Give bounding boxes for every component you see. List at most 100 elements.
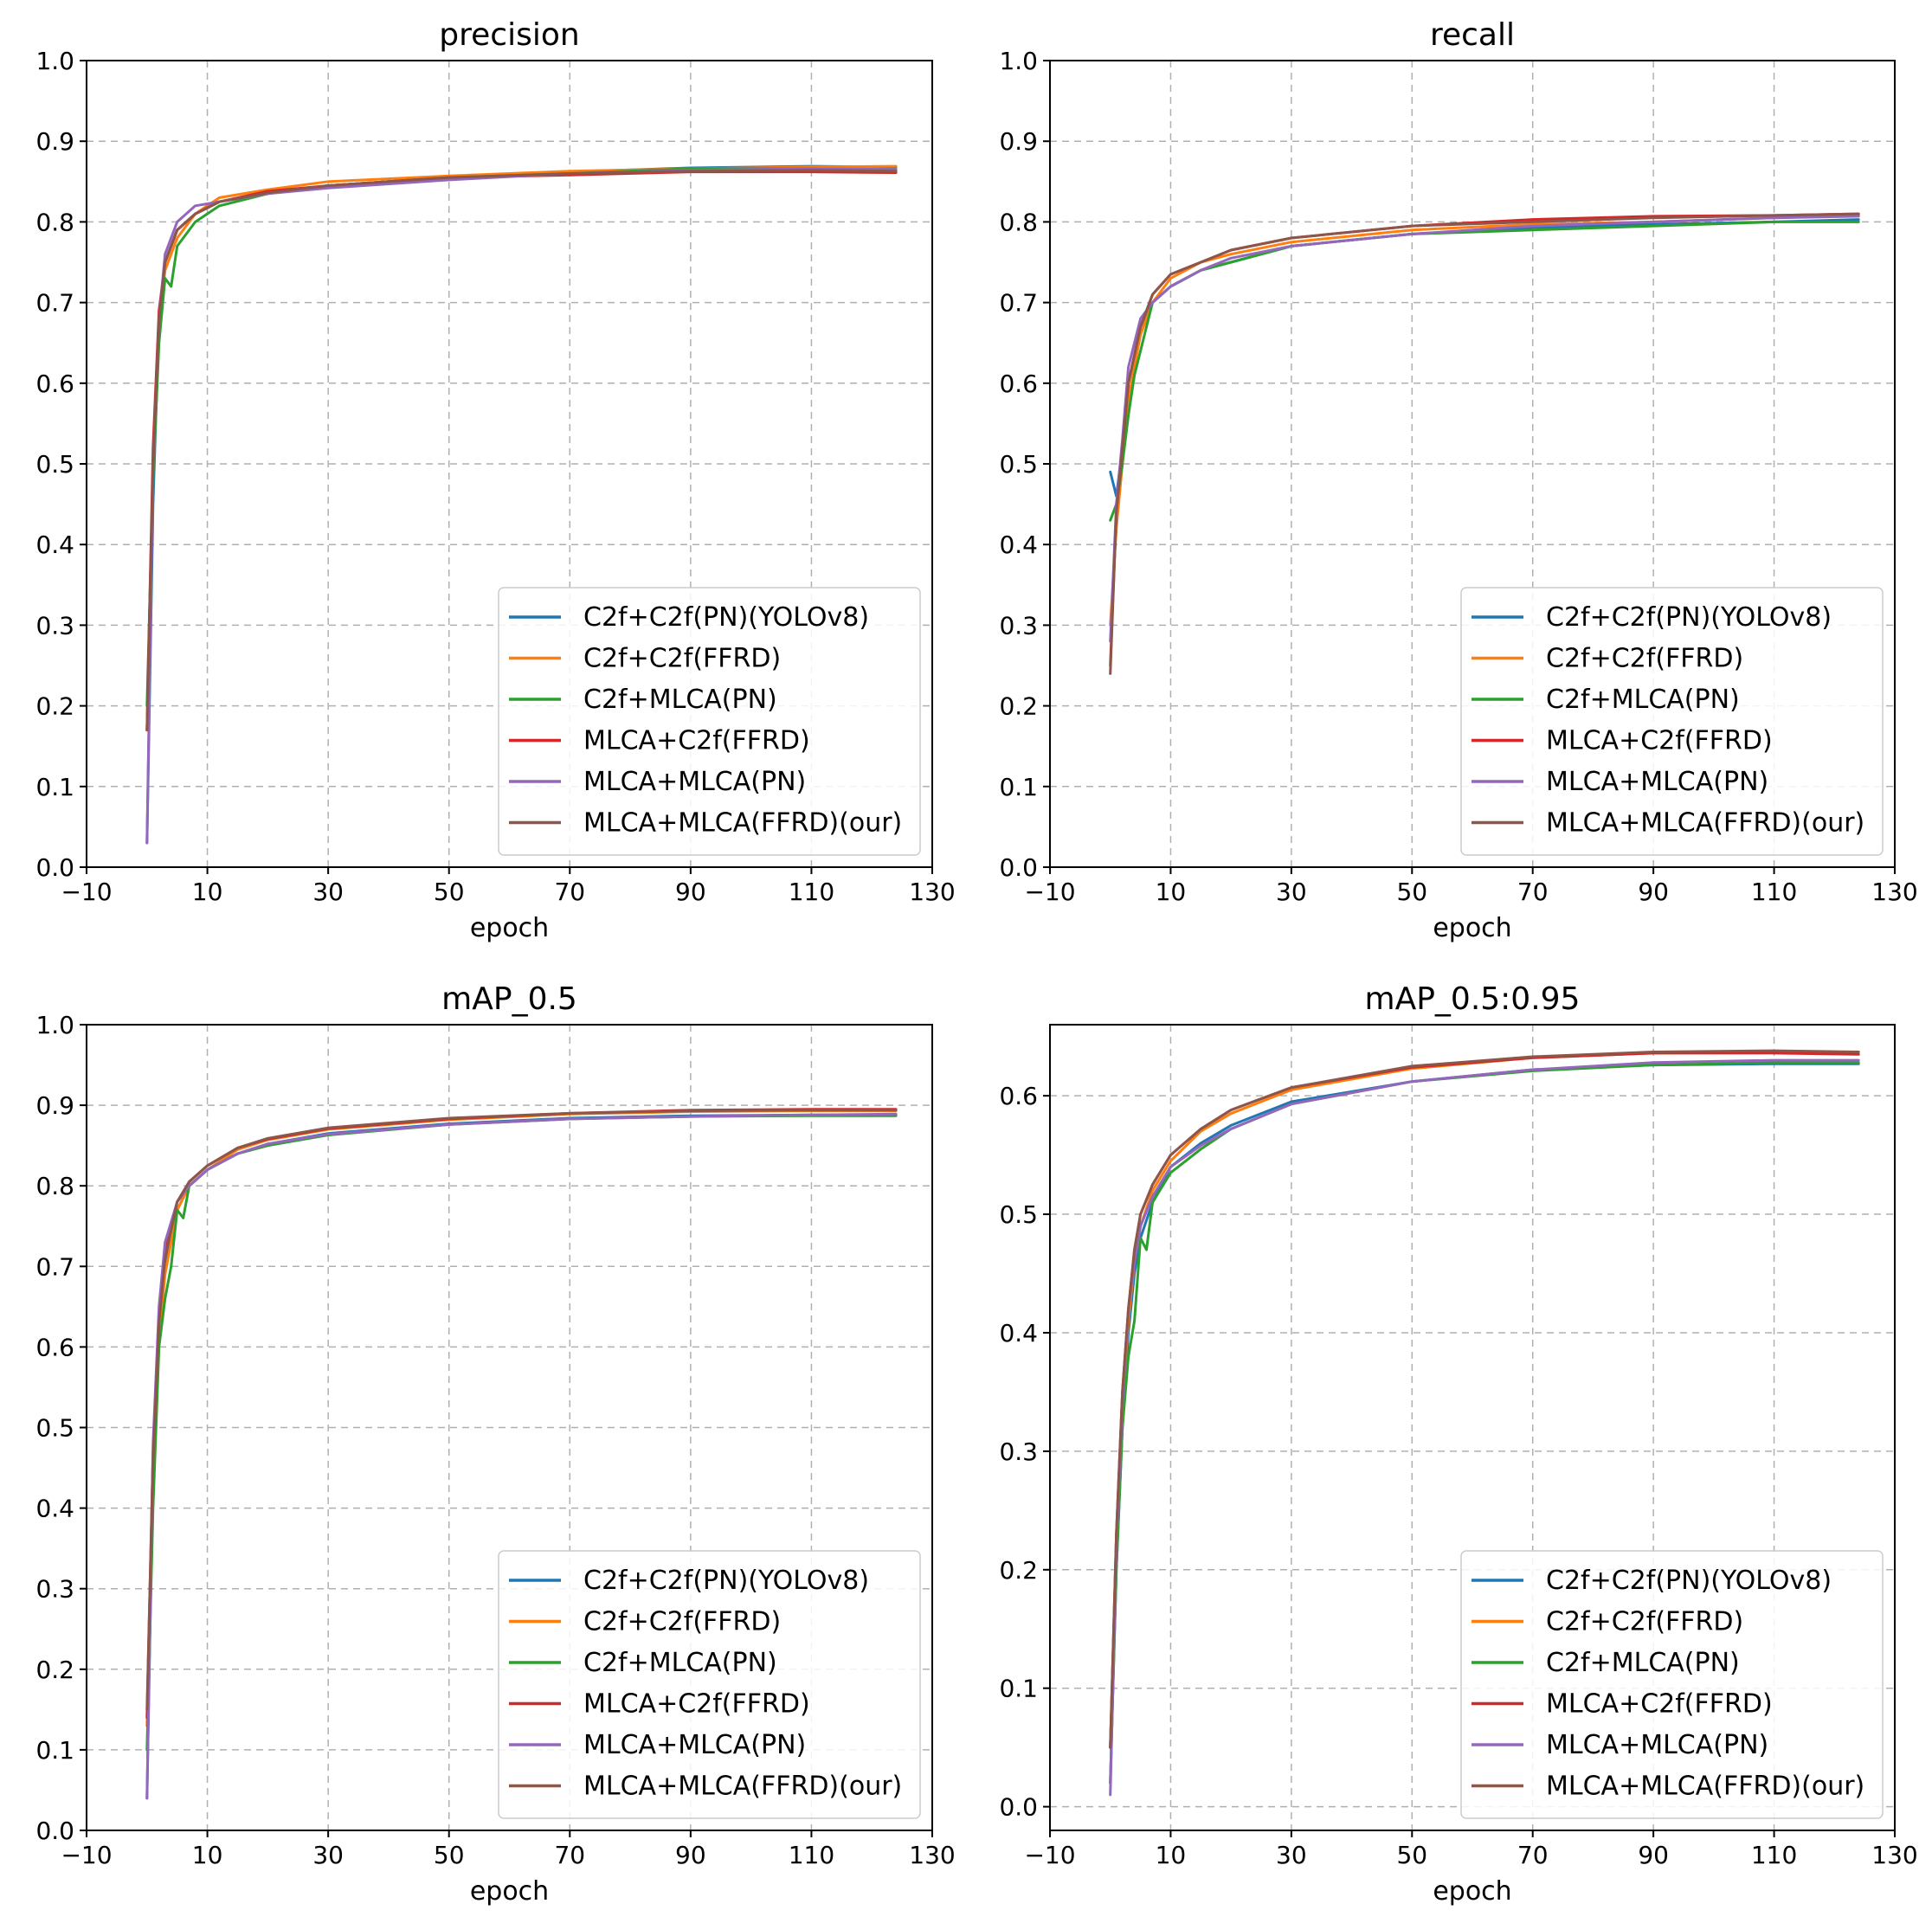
chart-2-x-tick-label: 130 [909, 1841, 955, 1869]
chart-0-x-tick-label: 110 [789, 878, 834, 906]
chart-2-y-tick-label: 0.6 [35, 1333, 74, 1361]
chart-1-axes-frame [1049, 60, 1896, 868]
chart-2-series-line-mlca-mlca-ffrd-our [145, 1109, 898, 1711]
chart-0-legend-label-mlca-mlca-pn: MLCA+MLCA(PN) [583, 767, 806, 797]
chart-1-y-tick-label: 0.3 [999, 611, 1038, 640]
chart-2-series-group [145, 1108, 898, 1800]
chart-3-x-tick-label: 90 [1638, 1841, 1669, 1869]
chart-1-legend-label-c2f-mlca-pn: C2f+MLCA(PN) [1546, 685, 1740, 715]
chart-0-legend: C2f+C2f(PN)(YOLOv8) C2f+C2f(FFRD) C2f+MLCA… [498, 587, 921, 856]
chart-0-y-tick-label: 0.7 [35, 289, 74, 318]
chart-3-legend-label-mlca-c2f-ffrd: MLCA+C2f(FFRD) [1546, 1689, 1773, 1720]
chart-2-series-line-mlca-mlca-pn [145, 1112, 898, 1800]
chart-3-legend-label-mlca-mlca-pn: MLCA+MLCA(PN) [1546, 1730, 1768, 1760]
chart-3-y-tick-label: 0.6 [999, 1082, 1038, 1110]
chart-1-series-group [1109, 212, 1860, 675]
chart-0-y-tick-label: 0.3 [35, 611, 74, 640]
chart-0-y-tick-label: 0.6 [35, 370, 74, 398]
chart-3-y-tick-label: 0.4 [999, 1319, 1038, 1347]
subplot-recall: recall −10 10 30 50 70 90 110 130 0.0 0.1 0.2 0.3 0.4… [999, 17, 1917, 943]
chart-2-x-tick-label: 90 [675, 1841, 706, 1869]
chart-0-x-tick-label: 130 [909, 878, 955, 906]
chart-3-y-tick-label: 0.1 [999, 1675, 1038, 1703]
chart-3-x-tick-label: 110 [1751, 1841, 1797, 1869]
chart-1-x-tick-label: 50 [1396, 878, 1427, 906]
chart-0-y-tick-label: 0.8 [35, 208, 74, 236]
chart-0-y-tick-label: 0.2 [35, 692, 74, 721]
chart-2-legend: C2f+C2f(PN)(YOLOv8) C2f+C2f(FFRD) C2f+MLCA… [498, 1550, 921, 1819]
chart-3-y-tick-label: 0.2 [999, 1556, 1038, 1585]
chart-3-x-tick-label: −10 [1024, 1841, 1075, 1869]
chart-1-y-tick-label: 0.0 [999, 853, 1038, 882]
chart-2-y-tick-label: 0.0 [35, 1817, 74, 1845]
chart-3-x-axis-label: epoch [1433, 1876, 1511, 1907]
chart-1-series-line-mlca-mlca-ffrd-our [1109, 212, 1860, 675]
subplot-map-0-5: mAP_0.5 −10 10 30 50 70 90 110 130 0.0 0.1 0.2 0.3 0.… [35, 981, 955, 1907]
chart-2-legend-label-c2f-c2f-pn-yolov8: C2f+C2f(PN)(YOLOv8) [583, 1566, 869, 1596]
chart-3-y-tick-label: 0.0 [999, 1793, 1038, 1822]
chart-0-legend-label-c2f-mlca-pn: C2f+MLCA(PN) [583, 685, 777, 715]
chart-3-y-tick-label: 0.5 [999, 1200, 1038, 1229]
chart-1-x-axis-label: epoch [1433, 913, 1511, 943]
chart-2-y-tick-label: 0.7 [35, 1252, 74, 1281]
chart-1-x-tick-label: 30 [1276, 878, 1307, 906]
chart-1-x-tick-label: 110 [1751, 878, 1797, 906]
chart-1-legend-label-c2f-c2f-ffrd: C2f+C2f(FFRD) [1546, 644, 1743, 674]
chart-1-legend-box [1460, 587, 1884, 856]
chart-2-x-tick-label: 70 [554, 1841, 585, 1869]
chart-2-y-tick-label: 0.8 [35, 1172, 74, 1200]
chart-0-y-tick-label: 0.9 [35, 127, 74, 156]
chart-2-legend-label-mlca-mlca-ffrd-our: MLCA+MLCA(FFRD)(our) [583, 1772, 902, 1802]
chart-3-series-line-mlca-mlca-ffrd-our [1109, 1049, 1860, 1749]
chart-1-y-tick-label: 0.4 [999, 531, 1038, 559]
chart-2-y-tick-label: 0.1 [35, 1736, 74, 1765]
chart-0-y-tick-label: 0.5 [35, 450, 74, 479]
chart-2-legend-label-c2f-c2f-ffrd: C2f+C2f(FFRD) [583, 1607, 781, 1637]
chart-1-title: recall [1430, 17, 1515, 53]
chart-0-x-tick-label: −10 [61, 878, 112, 906]
chart-3-legend-label-c2f-mlca-pn: C2f+MLCA(PN) [1546, 1648, 1740, 1678]
chart-0-legend-label-c2f-c2f-pn-yolov8: C2f+C2f(PN)(YOLOv8) [583, 602, 869, 633]
chart-0-y-tick-label: 0.4 [35, 531, 74, 559]
chart-2-legend-label-c2f-mlca-pn: C2f+MLCA(PN) [583, 1648, 777, 1678]
chart-3-x-tick-label: 50 [1396, 1841, 1427, 1869]
chart-2-x-tick-label: 110 [789, 1841, 834, 1869]
chart-3-series-group [1109, 1049, 1860, 1797]
chart-0-series-line-mlca-mlca-ffrd-our [145, 169, 898, 732]
chart-1-y-tick-label: 0.9 [999, 127, 1038, 156]
chart-2-legend-box [498, 1550, 921, 1819]
chart-0-x-axis-label: epoch [470, 913, 549, 943]
chart-2-x-tick-label: 30 [312, 1841, 344, 1869]
chart-2-y-tick-label: 0.3 [35, 1575, 74, 1604]
chart-1-legend: C2f+C2f(PN)(YOLOv8) C2f+C2f(FFRD) C2f+MLCA… [1460, 587, 1884, 856]
chart-0-x-tick-label: 70 [554, 878, 585, 906]
chart-3-x-tick-label: 30 [1276, 1841, 1307, 1869]
chart-0-legend-label-mlca-mlca-ffrd-our: MLCA+MLCA(FFRD)(our) [583, 808, 902, 839]
chart-1-x-tick-label: 70 [1517, 878, 1549, 906]
chart-2-legend-label-mlca-c2f-ffrd: MLCA+C2f(FFRD) [583, 1689, 810, 1720]
chart-1-y-tick-label: 0.5 [999, 450, 1038, 479]
chart-0-legend-box [498, 587, 921, 856]
chart-3-legend-box [1460, 1550, 1884, 1819]
subplot-map-0-5-0-95: mAP_0.5:0.95 −10 10 30 50 70 90 110 130 0.0 0.1 0.2… [999, 981, 1917, 1907]
chart-0-y-tick-label: 1.0 [35, 47, 74, 75]
chart-0-series-group [145, 164, 898, 845]
chart-3-x-tick-label: 70 [1517, 1841, 1549, 1869]
chart-3-axes-frame [1049, 1024, 1896, 1831]
chart-3-legend-label-c2f-c2f-ffrd: C2f+C2f(FFRD) [1546, 1607, 1743, 1637]
chart-3-series-line-c2f-mlca-pn [1109, 1061, 1860, 1785]
chart-2-axes-frame [86, 1024, 933, 1831]
chart-0-y-tick-label: 0.0 [35, 853, 74, 882]
chart-0-x-tick-label: 50 [434, 878, 465, 906]
chart-2-y-tick-label: 0.2 [35, 1656, 74, 1684]
chart-0-title: precision [439, 17, 579, 53]
chart-0-x-tick-label: 90 [675, 878, 706, 906]
chart-3-legend-label-mlca-mlca-ffrd-our: MLCA+MLCA(FFRD)(our) [1546, 1772, 1864, 1802]
chart-2-x-tick-label: −10 [61, 1841, 112, 1869]
chart-1-legend-label-mlca-mlca-ffrd-our: MLCA+MLCA(FFRD)(our) [1546, 808, 1864, 839]
chart-2-title: mAP_0.5 [441, 981, 577, 1017]
chart-0-legend-label-mlca-c2f-ffrd: MLCA+C2f(FFRD) [583, 726, 810, 756]
chart-3-x-tick-label: 130 [1871, 1841, 1917, 1869]
chart-1-x-tick-label: −10 [1024, 878, 1075, 906]
chart-1-legend-label-c2f-c2f-pn-yolov8: C2f+C2f(PN)(YOLOv8) [1546, 602, 1832, 633]
